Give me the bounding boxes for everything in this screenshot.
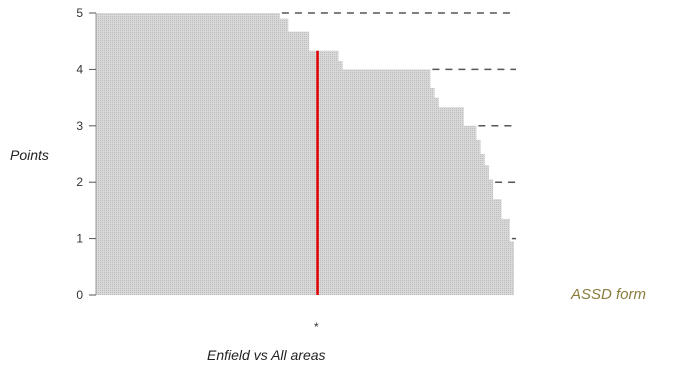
area-layer [96, 13, 514, 295]
y-tick-label-4: 4 [76, 62, 83, 76]
y-tick-label-5: 5 [76, 6, 83, 20]
y-tick-label-0: 0 [76, 288, 83, 302]
series-area-ASSD-form [96, 13, 514, 295]
y-axis-label: Points [10, 147, 49, 163]
x-axis-label: Enfield vs All areas [207, 347, 326, 363]
y-tick-label-1: 1 [76, 232, 83, 246]
reference-lines [281, 12, 516, 240]
y-tick-label-3: 3 [76, 119, 83, 133]
y-tick-label-2: 2 [76, 175, 83, 189]
x-marker: * [314, 320, 319, 334]
series-label: ASSD form [571, 286, 647, 303]
y-axis: 0 1 2 3 4 5 [76, 6, 97, 302]
